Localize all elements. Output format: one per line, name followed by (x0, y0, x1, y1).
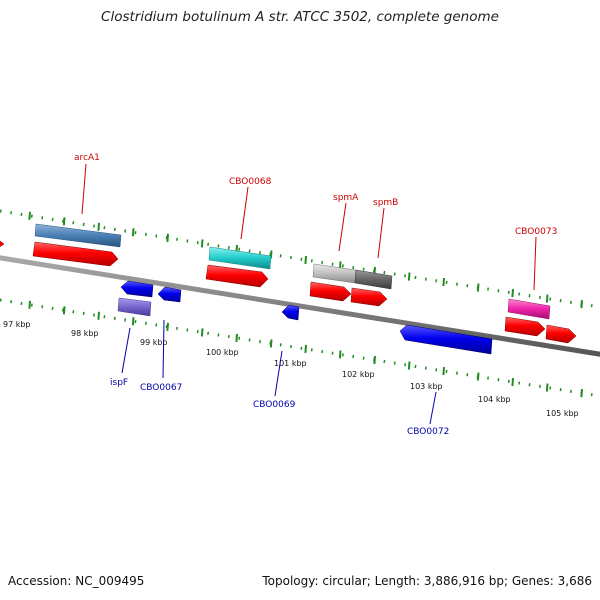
major-tick (269, 339, 273, 348)
scale-label-102: 102 kbp (342, 370, 375, 379)
major-tick (580, 389, 583, 398)
label-ispF: ispF (110, 378, 128, 388)
leader-line-ispF (121, 327, 131, 374)
scale-label-97: 97 kbp (3, 320, 31, 329)
major-tick (28, 300, 31, 309)
major-tick (235, 333, 238, 342)
label-CBO0068: CBO0068 (229, 177, 272, 187)
label-arcA1: arcA1 (74, 153, 100, 163)
scale-label-98: 98 kbp (71, 329, 99, 338)
leader-line-CBO0068 (240, 186, 249, 240)
cds-reverse-arrow[interactable] (281, 304, 300, 321)
leader-line-CBO0072 (429, 391, 437, 425)
gene-CBO0068[interactable] (208, 246, 272, 270)
major-tick (407, 272, 411, 281)
genome-backbone (0, 255, 600, 357)
major-tick (200, 328, 204, 337)
leader-line-spmB (377, 207, 385, 259)
major-tick (166, 322, 169, 331)
major-tick (28, 211, 31, 220)
leader-line-arcA1 (81, 163, 87, 215)
label-spmB: spmB (373, 198, 398, 208)
major-tick (580, 300, 583, 309)
scale-label-100: 100 kbp (206, 348, 239, 357)
major-tick (131, 228, 135, 237)
label-CBO0069: CBO0069 (253, 400, 296, 410)
label-CBO0073: CBO0073 (515, 227, 557, 237)
leader-line-CBO0069 (274, 350, 283, 397)
gene-ispF[interactable] (117, 297, 152, 317)
cds-forward-arrow[interactable] (504, 316, 546, 337)
major-tick (373, 355, 376, 365)
major-tick (62, 217, 66, 226)
major-tick (545, 294, 549, 303)
cds-forward-arrow[interactable] (545, 324, 577, 344)
major-tick (166, 233, 169, 242)
cds-reverse-arrow[interactable] (399, 324, 493, 355)
gene-arcA1[interactable] (34, 223, 122, 248)
cds-forward-arrow[interactable] (205, 264, 269, 288)
scale-label-105: 105 kbp (546, 409, 579, 418)
cds-forward-arrow[interactable] (350, 287, 388, 307)
gene-spmA[interactable] (312, 263, 357, 284)
lower-minor-ticks (0, 298, 600, 398)
cds-forward-arrow[interactable] (0, 237, 5, 250)
map-title: Clostridium botulinum A str. ATCC 3502, … (101, 9, 499, 25)
label-CBO0072: CBO0072 (407, 427, 449, 437)
label-spmA: spmA (333, 193, 359, 203)
major-tick (62, 306, 66, 315)
major-tick (200, 239, 204, 248)
topology-text: Topology: circular; Length: 3,886,916 bp… (262, 574, 592, 588)
major-tick (304, 255, 307, 265)
leader-line-CBO0073 (533, 236, 537, 291)
cds-forward-arrow[interactable] (309, 281, 352, 302)
gene-CBO0073[interactable] (507, 298, 551, 320)
major-tick (442, 277, 445, 287)
scale-label-104: 104 kbp (478, 395, 511, 404)
leader-line-spmA (338, 202, 347, 252)
cds-forward-arrow[interactable] (32, 241, 119, 267)
major-tick (338, 350, 342, 359)
cds-reverse-arrow[interactable] (120, 280, 154, 298)
major-tick (511, 289, 514, 298)
major-tick (476, 372, 480, 381)
major-tick (545, 383, 549, 392)
major-tick (97, 222, 100, 231)
label-CBO0067: CBO0067 (140, 383, 182, 393)
accession-text: Accession: NC_009495 (8, 574, 145, 588)
major-tick (442, 366, 445, 376)
major-tick (97, 311, 100, 320)
major-tick (407, 361, 411, 370)
cds-reverse-arrow[interactable] (157, 286, 182, 303)
lower-major-ticks (28, 300, 583, 398)
major-tick (131, 317, 135, 326)
major-tick (476, 283, 480, 292)
scale-label-101: 101 kbp (274, 359, 307, 368)
major-tick (511, 378, 514, 387)
scale-label-103: 103 kbp (410, 382, 443, 391)
leader-line-CBO0067 (162, 319, 165, 379)
scale-label-99: 99 kbp (140, 338, 168, 347)
gene-spmB[interactable] (354, 269, 393, 290)
major-tick (304, 344, 307, 354)
